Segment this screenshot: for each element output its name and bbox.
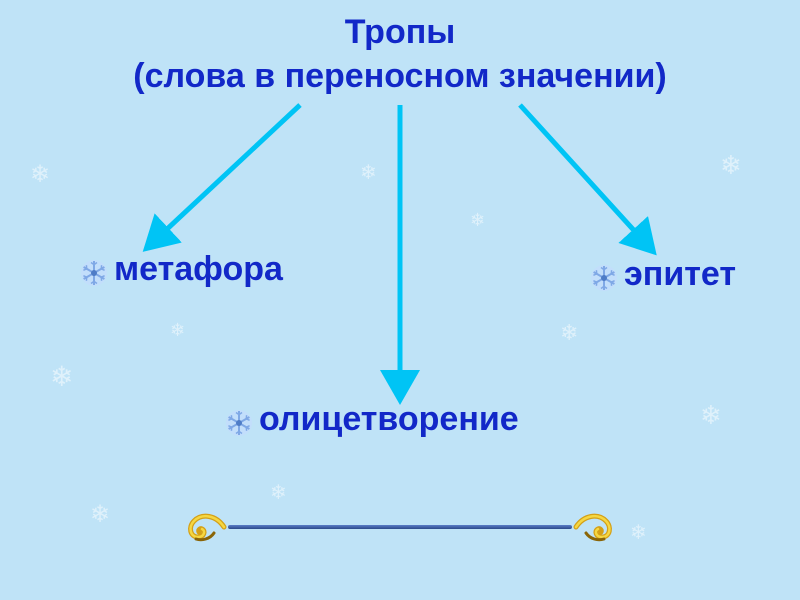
scroll-ornament-icon — [572, 509, 620, 545]
bg-snowflake-icon: ❄ — [360, 160, 377, 185]
snowflake-icon — [80, 257, 108, 285]
bg-snowflake-icon: ❄ — [560, 320, 578, 346]
bg-snowflake-icon: ❄ — [700, 400, 722, 431]
decorative-divider — [180, 509, 620, 545]
leaf-label-text: олицетворение — [259, 400, 519, 438]
bg-snowflake-icon: ❄ — [170, 320, 185, 341]
snowflake-icon — [225, 407, 253, 435]
scroll-ornament-icon — [180, 509, 228, 545]
title-line-2: (слова в переносном значении) — [0, 54, 800, 98]
bg-snowflake-icon: ❄ — [720, 150, 742, 181]
bg-snowflake-icon: ❄ — [630, 520, 647, 545]
leaf-epithet: эпитет — [590, 255, 736, 294]
title-line-1: Тропы — [0, 10, 800, 54]
snowflake-icon — [590, 262, 618, 290]
leaf-personification: олицетворение — [225, 400, 519, 439]
bg-snowflake-icon: ❄ — [30, 160, 50, 189]
leaf-label-text: эпитет — [624, 255, 736, 293]
divider-line — [228, 525, 572, 529]
bg-snowflake-icon: ❄ — [50, 360, 73, 393]
leaf-metaphor: метафора — [80, 250, 283, 289]
bg-snowflake-icon: ❄ — [270, 480, 287, 505]
bg-snowflake-icon: ❄ — [470, 210, 485, 231]
bg-snowflake-icon: ❄ — [90, 500, 110, 529]
diagram-title: Тропы (слова в переносном значении) — [0, 10, 800, 98]
leaf-label-text: метафора — [114, 250, 283, 288]
